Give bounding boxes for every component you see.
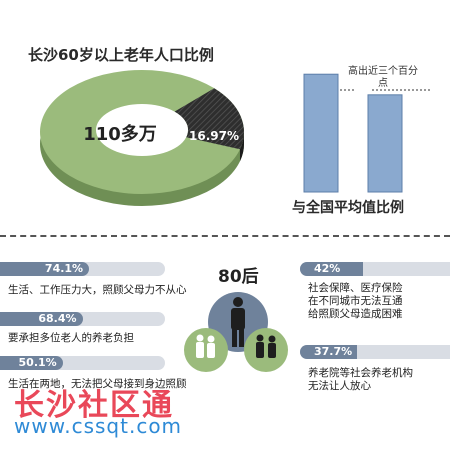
donut-chart: 110多万 16.97% [40,70,244,206]
reason-text-line: 养老院等社会养老机构 [308,367,413,379]
comparison-note: 高出近三个百分点 [348,66,418,89]
right-item-2: 37.7% 养老院等社会养老机构 无法让人放心 [300,345,450,393]
elderly-left-circle [184,328,228,372]
reason-text: 生活在两地，无法把父母接到身边照顾 [8,378,187,390]
progress-track: 42% [300,262,450,276]
elderly-couple-right-icon [256,334,276,358]
comparison-bar-1 [303,73,339,193]
reason-text-line: 在不同城市无法互通 [308,295,403,307]
right-item-1: 42% 社会保障、医疗保险 在不同城市无法互通 给照顾父母造成困难 [300,262,450,321]
progress-fill: 37.7% [300,345,357,359]
progress-fill: 42% [300,262,363,276]
elderly-couple-left-icon [196,334,215,358]
progress-track: 68.4% [0,312,165,326]
progress-fill: 50.1% [0,356,63,370]
section-divider [0,235,450,237]
left-item-3: 50.1% 生活在两地，无法把父母接到身边照顾 [0,356,187,391]
comparison-bar-2 [367,94,403,193]
reason-text: 要承担多位老人的养老负担 [8,332,134,344]
generation-label: 80后 [218,267,259,287]
progress-fill: 74.1% [0,262,90,276]
reason-text-line: 无法让人放心 [308,380,371,392]
left-item-1: 74.1% 生活、工作压力大，照顾父母力不从心 [0,262,187,297]
donut-slice-label: 16.97% [189,129,239,143]
reason-text: 生活、工作压力大，照顾父母力不从心 [8,284,187,296]
comparison-bar-chart [303,73,431,193]
watermark-brand: 长沙社区通 [14,388,174,423]
elderly-right-circle [244,328,288,372]
family-illustration [184,292,288,372]
comparison-chart-title: 与全国平均值比例 [292,200,404,216]
reason-text-line: 给照顾父母造成困难 [308,308,403,320]
pie-chart-title: 长沙60岁以上老年人口比例 [28,46,214,64]
donut-slice-highlight [174,88,244,150]
progress-track: 74.1% [0,262,165,276]
progress-track: 37.7% [300,345,450,359]
comparison-bars [303,73,403,193]
progress-track: 50.1% [0,356,165,370]
left-item-2: 68.4% 要承担多位老人的养老负担 [0,312,165,345]
reason-text-line: 社会保障、医疗保险 [308,282,403,294]
donut-center-label: 110多万 [83,123,157,145]
watermark-url: www.cssqt.com [14,414,183,438]
donut-hole [96,104,188,156]
progress-fill: 68.4% [0,312,83,326]
young-person-icon [231,297,245,347]
